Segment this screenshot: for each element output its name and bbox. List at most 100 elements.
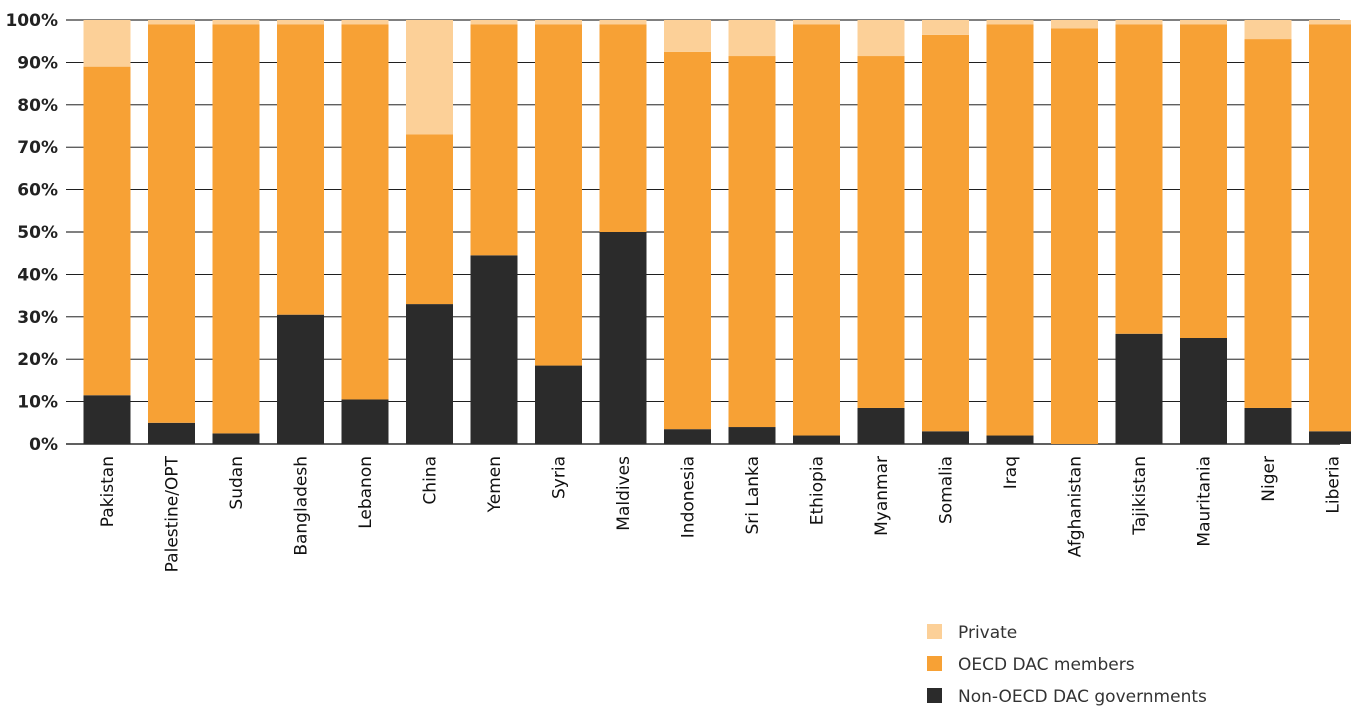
bar-segment [857,20,905,57]
legend-swatch [927,656,942,671]
bar-segment [1244,20,1292,40]
bar-segment [599,24,647,232]
legend-label: Private [958,623,1017,643]
y-tick-label: 80% [17,96,58,116]
bar-segment [1309,20,1351,25]
x-tick-label: Iraq [1001,456,1021,489]
legend-label: Non-OECD DAC governments [958,687,1207,707]
x-tick-label: Yemen [485,456,505,513]
bar-segment [341,399,389,444]
x-tick-label: Maldives [614,456,634,531]
bar-segment [406,20,453,135]
x-tick-label: Sri Lanka [743,456,763,535]
bar-segment [535,365,582,444]
bar-segment [83,395,131,444]
bar-segment [1180,20,1227,25]
bar-segment [599,232,647,444]
bar-segment [1051,20,1098,29]
bar-segment [1244,407,1292,444]
bar-segment [148,24,195,423]
bar-segment [986,20,1034,25]
y-tick-label: 40% [17,265,58,285]
y-tick-label: 50% [17,223,58,243]
x-tick-label: Ethiopia [808,456,828,525]
bar-segment [1051,28,1098,444]
bar-segment [1115,333,1163,444]
x-tick-label: Tajikistan [1130,456,1150,536]
y-tick-label: 60% [17,181,58,201]
bar-segment [986,24,1034,436]
y-tick-label: 70% [17,138,58,158]
x-tick-label: Niger [1259,456,1279,502]
bar-segment [922,20,969,35]
bar-segment [1244,39,1292,408]
y-tick-label: 10% [17,393,58,413]
bar-segment [728,20,776,57]
bar-segment [212,20,260,25]
bar-segment [212,433,260,444]
x-tick-label: Pakistan [98,456,118,527]
y-tick-label: 100% [5,11,58,31]
x-tick-label: China [421,456,441,505]
bar-segment [922,34,969,432]
x-tick-label: Myanmar [872,456,892,536]
x-tick-label: Indonesia [679,456,699,538]
x-tick-label: Lebanon [356,456,376,529]
bar-segment [470,24,518,256]
bar-segment [148,20,195,25]
x-tick-label: Bangladesh [292,456,312,556]
bar-segment [406,134,453,305]
bar-segment [277,20,324,25]
bar-segment [664,51,711,430]
x-axis: Pakistan Palestine/OPT Sudan Bangladesh Leba… [98,455,1344,572]
bar-segment [470,20,518,25]
bar-segment [83,20,131,67]
bar-segment [341,20,389,25]
bar-segment [148,422,195,444]
legend-swatch [927,624,942,639]
x-tick-label: Afghanistan [1066,456,1086,557]
bar-segment [212,24,260,434]
legend-swatch [927,688,942,703]
bar-segment [535,20,582,25]
x-tick-label: Palestine/OPT [163,455,183,572]
bar-segment [1309,24,1351,432]
bar-segment [728,427,776,444]
bar-segment [406,304,453,444]
bar-segment [986,435,1034,444]
y-tick-label: 90% [17,53,58,73]
y-tick-label: 30% [17,308,58,328]
bar-segment [664,20,711,52]
bar-segment [83,66,131,396]
bars [83,20,1351,444]
bar-segment [1115,20,1163,25]
y-tick-label: 0% [29,435,58,455]
bar-segment [1115,24,1163,334]
bar-segment [1180,24,1227,339]
bar-segment [1309,431,1351,444]
bar-segment [857,407,905,444]
bar-segment [664,429,711,444]
bar-segment [277,24,324,315]
bar-segment [1180,338,1227,444]
bar-segment [793,20,840,25]
x-tick-label: Mauritania [1195,456,1215,547]
legend: Private OECD DAC members Non-OECD DAC gove… [927,623,1207,707]
x-tick-label: Sudan [227,456,247,510]
bar-segment [793,24,840,436]
bar-segment [793,435,840,444]
legend-label: OECD DAC members [958,655,1135,675]
bar-segment [728,56,776,428]
bar-segment [922,431,969,444]
x-tick-label: Somalia [937,456,957,524]
y-axis: 0% 10% 20% 30% 40% 50% 60% 70% 80% 90% 100% [5,11,58,455]
bar-segment [341,24,389,400]
y-tick-label: 20% [17,350,58,370]
bar-segment [535,24,582,366]
bar-segment [470,255,518,444]
bar-segment [277,314,324,444]
x-tick-label: Liberia [1324,456,1344,514]
x-tick-label: Syria [550,456,570,499]
bar-segment [599,20,647,25]
